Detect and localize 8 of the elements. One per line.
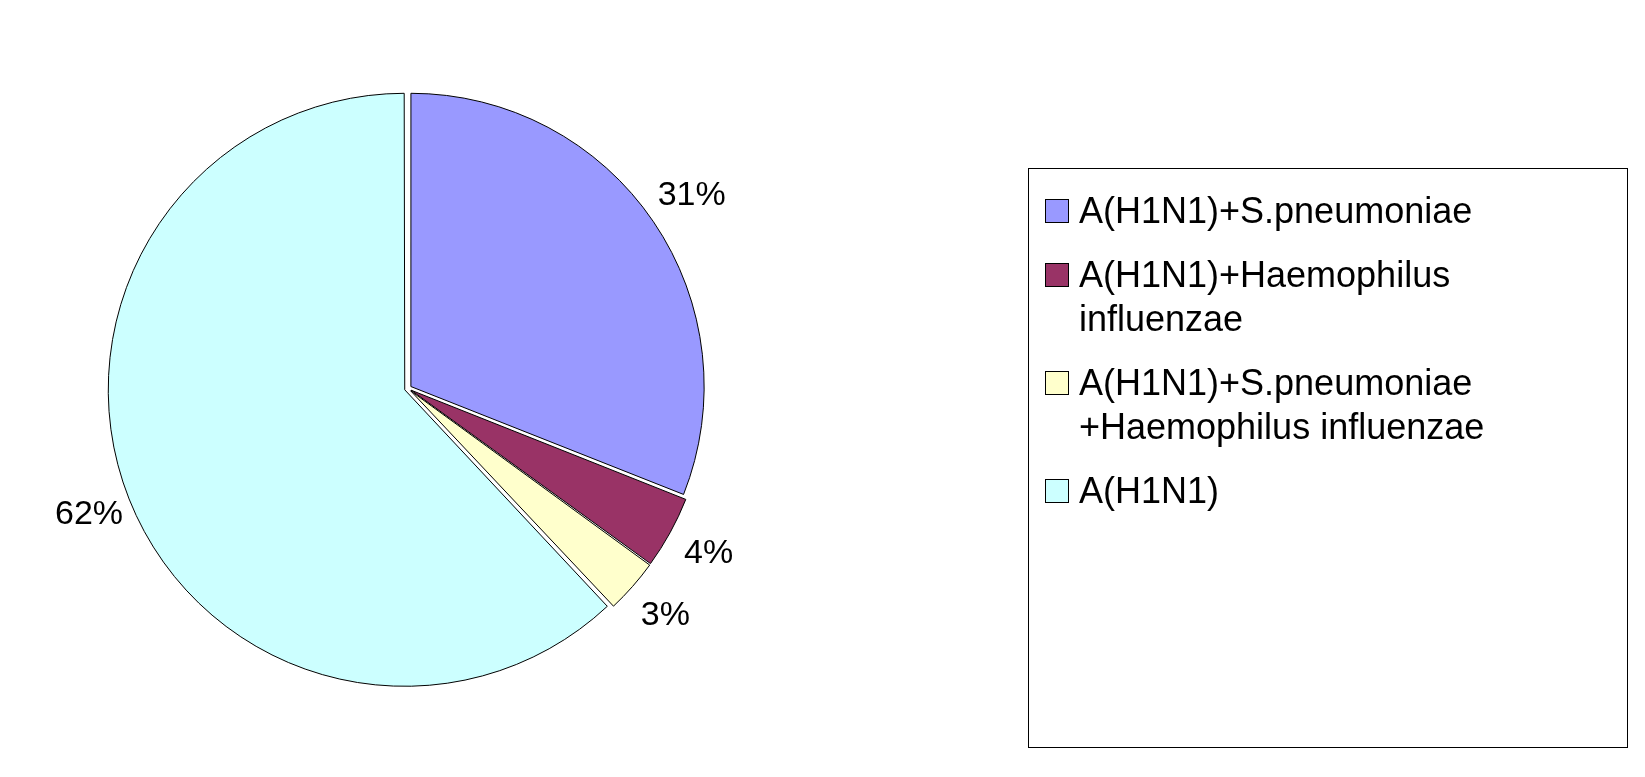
data-label: 3% (640, 593, 690, 632)
data-label: 4% (684, 532, 734, 571)
legend-label: A(H1N1)+S.pneumoniae +Haemophilus influenzae (1079, 361, 1486, 449)
legend-label: A(H1N1)+S.pneumoniae (1079, 189, 1473, 233)
legend-label: A(H1N1) (1079, 469, 1220, 513)
data-label: 62% (55, 493, 124, 532)
data-label: 31% (657, 174, 726, 213)
legend-label: A(H1N1)+Haemophilus influenzae (1079, 253, 1452, 341)
